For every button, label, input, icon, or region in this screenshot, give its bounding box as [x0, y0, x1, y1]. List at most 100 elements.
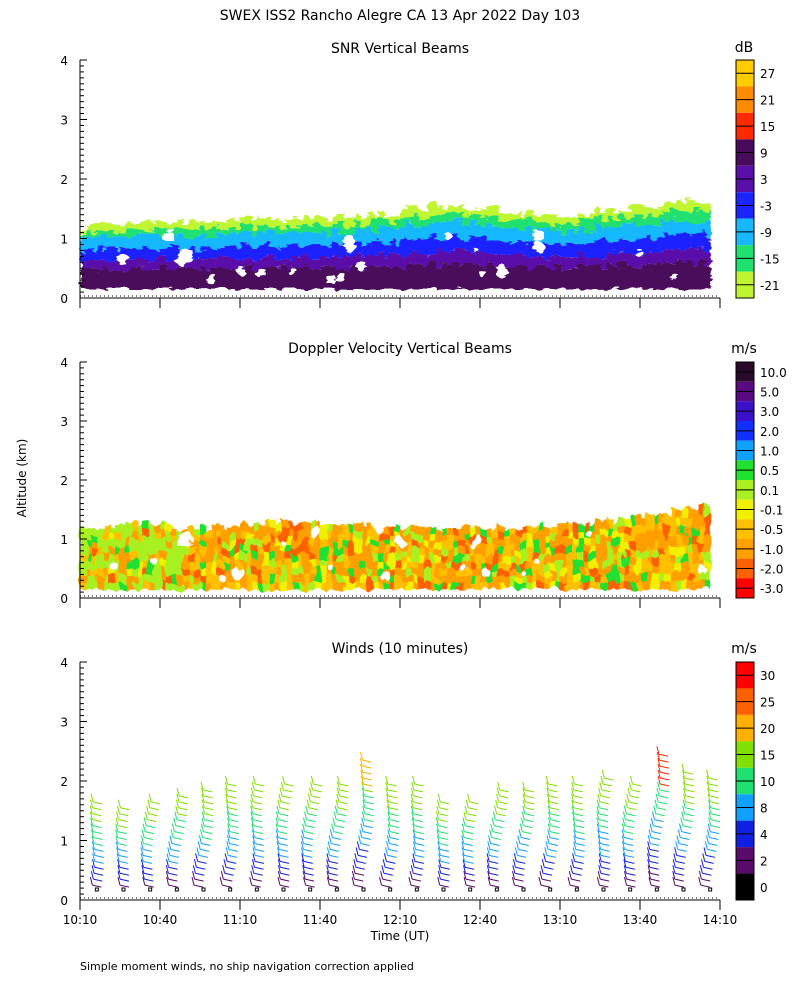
- velocity-cell: [641, 534, 648, 543]
- wind-barb-flag: [93, 878, 103, 882]
- wind-barb-flag: [178, 795, 189, 799]
- wind-barb-flag: [700, 884, 710, 888]
- wind-barb-staff: [487, 841, 491, 850]
- wind-barb-staff: [518, 829, 522, 838]
- wind-barb-flag: [387, 854, 397, 858]
- colorbar-label: 20: [760, 722, 775, 736]
- wind-barb-staff: [116, 853, 120, 862]
- velocity-cell: [91, 575, 98, 583]
- wind-barb-staff: [511, 877, 515, 886]
- velocity-cell: [486, 555, 494, 563]
- velocity-cell: [698, 570, 706, 581]
- snr-cell: [406, 215, 413, 223]
- snr-cell: [687, 211, 694, 223]
- wind-barb-staff: [621, 835, 625, 844]
- velocity-cell: [80, 553, 87, 562]
- velocity-cell: [440, 568, 448, 576]
- velocity-cell: [360, 546, 368, 555]
- velocity-cell: [561, 544, 568, 553]
- snr-cell: [675, 208, 683, 223]
- wind-barb-flag: [659, 783, 670, 787]
- wind-barb-staff: [626, 793, 630, 802]
- velocity-cell: [188, 546, 196, 555]
- velocity-cell: [698, 514, 706, 525]
- velocity-cell: [589, 538, 597, 546]
- snr-cell: [280, 246, 287, 260]
- snr-cell: [578, 212, 585, 219]
- velocity-cell: [503, 543, 511, 551]
- velocity-cell: [664, 556, 671, 565]
- velocity-gap: [394, 534, 406, 547]
- velocity-cell: [366, 536, 373, 545]
- snr-cell: [234, 230, 242, 235]
- velocity-cell: [354, 559, 362, 568]
- wind-barb-staff: [225, 799, 229, 808]
- footnote: Simple moment winds, no ship navigation …: [80, 960, 414, 973]
- wind-barb-staff: [516, 841, 519, 850]
- velocity-cell: [423, 568, 431, 576]
- wind-barb-flag: [389, 813, 399, 817]
- snr-cell: [629, 240, 637, 255]
- wind-barb-flag: [601, 789, 611, 793]
- snr-cell: [85, 268, 93, 290]
- velocity-cell: [480, 536, 488, 544]
- snr-cell: [274, 235, 282, 249]
- snr-cell: [269, 266, 276, 290]
- snr-cell: [108, 230, 116, 238]
- velocity-cell: [687, 571, 694, 581]
- velocity-cell: [137, 575, 144, 583]
- velocity-cell: [177, 569, 184, 577]
- velocity-gap: [697, 566, 706, 575]
- snr-cell: [395, 254, 402, 267]
- velocity-cell: [102, 567, 110, 576]
- wind-barb-staff: [522, 805, 526, 814]
- snr-cell: [635, 267, 643, 290]
- wind-barb-staff: [573, 841, 577, 850]
- snr-cell: [211, 220, 219, 227]
- snr-gap: [445, 232, 453, 239]
- wind-station-marker: [681, 887, 686, 892]
- snr-cell: [383, 257, 391, 266]
- wind-barb-flag: [549, 801, 559, 805]
- velocity-cell: [647, 546, 654, 556]
- x-tick-label: 13:10: [543, 913, 578, 927]
- snr-cell: [257, 216, 265, 225]
- snr-cell: [687, 199, 694, 212]
- wind-barb-staff: [437, 793, 441, 802]
- velocity-cell: [669, 553, 677, 564]
- wind-barb-staff: [385, 781, 389, 791]
- velocity-cell: [354, 523, 362, 532]
- wind-barb-flag: [598, 819, 608, 823]
- wind-barb-staff: [326, 853, 330, 862]
- x-tick-label: 13:40: [623, 913, 658, 927]
- velocity-cell: [228, 560, 236, 569]
- velocity-cell: [188, 560, 196, 569]
- wind-barb-staff: [91, 841, 95, 850]
- wind-barb-staff: [381, 865, 385, 874]
- velocity-cell: [91, 527, 98, 535]
- wind-barb-staff: [676, 835, 680, 844]
- wind-barb-flag: [228, 807, 238, 811]
- velocity-cell: [165, 553, 173, 562]
- velocity-cell: [549, 533, 557, 541]
- snr-cell: [314, 222, 322, 235]
- snr-cell: [97, 271, 104, 290]
- wind-barb-flag: [117, 842, 127, 846]
- velocity-cell: [446, 582, 454, 590]
- velocity-cell: [641, 526, 648, 535]
- wind-barb-flag: [650, 878, 660, 882]
- snr-cell: [148, 222, 156, 232]
- velocity-cell: [664, 564, 671, 574]
- wind-barb-staff: [463, 877, 467, 886]
- snr-cell: [417, 253, 425, 265]
- wind-barb-flag: [650, 842, 660, 846]
- snr-cell: [515, 253, 522, 266]
- wind-barb-flag: [334, 825, 344, 829]
- velocity-cell: [503, 562, 511, 570]
- colorbar-label: 27: [760, 67, 775, 81]
- wind-barb-staff: [487, 871, 491, 880]
- wind-station-marker: [281, 887, 286, 892]
- snr-cell: [217, 256, 224, 267]
- wind-barb-flag: [625, 866, 635, 870]
- snr-cell: [681, 210, 688, 222]
